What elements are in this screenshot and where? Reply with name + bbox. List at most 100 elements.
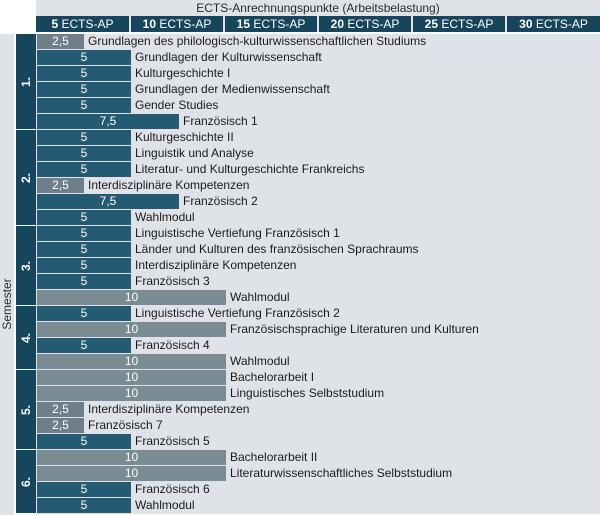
ects-bar: 5 (37, 306, 131, 321)
course-name: Grundlagen der Kulturwissenschaft (135, 50, 322, 64)
module-row: 5 Französisch 3 (36, 274, 600, 290)
module-row: 10 Linguistisches Selbststudium (36, 386, 600, 402)
module-row: 10 Wahlmodul (36, 354, 600, 370)
ects-bar: 5 (37, 98, 131, 113)
module-row: 10 Literaturwissenschaftliches Selbststud… (36, 466, 600, 482)
course-name: Französisch 6 (135, 482, 210, 496)
semester-number: 1. (19, 76, 33, 87)
ects-header-25: 25 ECTS-AP (413, 16, 505, 32)
ects-bar: 10 (37, 322, 226, 337)
ects-bar: 5 (37, 482, 131, 497)
course-name: Interdisziplinäre Kompetenzen (88, 178, 250, 192)
course-name: Wahlmodul (135, 498, 195, 512)
module-row: 5 Französisch 5 (36, 434, 600, 450)
module-row: 10 Bachelorarbeit II (36, 450, 600, 466)
module-row: 5 Französisch 4 (36, 338, 600, 354)
module-row: 5 Grundlagen der Medienwissenschaft (36, 82, 600, 98)
module-row: 5 Grundlagen der Kulturwissenschaft (36, 50, 600, 66)
module-row: 5 Länder und Kulturen des französischen S… (36, 242, 600, 258)
ects-bar: 5 (37, 338, 131, 353)
ects-bar: 2,5 (37, 34, 84, 49)
header-title: ECTS-Anrechnungspunkte (Arbeitsbelastung… (196, 1, 440, 15)
module-row: 2,5 Interdisziplinäre Kompetenzen (36, 402, 600, 418)
ects-bar: 5 (37, 274, 131, 289)
course-name: Kulturgeschichte II (135, 130, 234, 144)
course-name: Wahlmodul (135, 210, 195, 224)
module-row: 5 Wahlmodul (36, 210, 600, 226)
ects-header-10: 10 ECTS-AP (131, 16, 223, 32)
course-name: Kulturgeschichte I (135, 66, 231, 80)
module-row: 10 Französischsprachige Literaturen und K… (36, 322, 600, 338)
ects-bar: 2,5 (37, 402, 84, 417)
module-row: 5 Literatur- und Kulturgeschichte Frankre… (36, 162, 600, 178)
module-row: 5 Linguistische Vertiefung Französisch 2 (36, 306, 600, 322)
module-row: 5 Wahlmodul (36, 498, 600, 514)
ects-bar: 10 (37, 370, 226, 385)
module-row: 5 Französisch 6 (36, 482, 600, 498)
ects-header-30: 30 ECTS-AP (507, 16, 600, 32)
module-row: 5 Interdisziplinäre Kompetenzen (36, 258, 600, 274)
course-name: Literaturwissenschaftliches Selbststudiu… (230, 466, 453, 480)
module-row: 5 Kulturgeschichte I (36, 66, 600, 82)
semester-number: 2. (19, 172, 33, 183)
semester-block-3: 3. (16, 226, 36, 305)
ects-bar: 5 (37, 146, 131, 161)
course-name: Wahlmodul (230, 354, 290, 368)
ects-bar: 10 (37, 354, 226, 369)
ects-bar: 5 (37, 210, 131, 225)
course-name: Französisch 1 (183, 114, 258, 128)
course-name: Französisch 4 (135, 338, 210, 352)
module-row: 10 Wahlmodul (36, 290, 600, 306)
module-row: 5 Kulturgeschichte II (36, 130, 600, 146)
ects-header-5: 5 ECTS-AP (36, 16, 129, 32)
module-row: 5 Linguistische Vertiefung Französisch 1 (36, 226, 600, 242)
ects-header-15: 15 ECTS-AP (225, 16, 317, 32)
module-row: 5 Linguistik und Analyse (36, 146, 600, 162)
module-row: 10 Bachelorarbeit I (36, 370, 600, 386)
course-name: Bachelorarbeit II (230, 450, 318, 464)
ects-bar: 5 (37, 50, 131, 65)
course-name: Länder und Kulturen des französischen Sp… (135, 242, 419, 256)
semester-number: 5. (19, 404, 33, 415)
course-name: Französisch 5 (135, 434, 210, 448)
ects-header-20: 20 ECTS-AP (319, 16, 411, 32)
ects-bar: 10 (37, 466, 226, 481)
module-row: 2,5 Interdisziplinäre Kompetenzen (36, 178, 600, 194)
course-name: Linguistik und Analyse (135, 146, 254, 160)
ects-bar: 5 (37, 434, 131, 449)
ects-bar: 10 (37, 290, 226, 305)
ects-bar: 2,5 (37, 418, 84, 433)
ects-bar: 2,5 (37, 178, 84, 193)
ects-bar: 5 (37, 162, 131, 177)
ects-bar: 5 (37, 82, 131, 97)
course-name: Bachelorarbeit I (230, 370, 315, 384)
semester-block-5: 5. (16, 370, 36, 449)
ects-bar: 10 (37, 386, 226, 401)
semester-number: 3. (19, 260, 33, 271)
course-name: Gender Studies (135, 98, 219, 112)
ects-bar: 5 (37, 242, 131, 257)
course-name: Französisch 7 (88, 418, 163, 432)
course-name: Linguistische Vertiefung Französisch 2 (135, 306, 340, 320)
course-name: Literatur- und Kulturgeschichte Frankrei… (135, 162, 365, 176)
module-row: 7,5 Französisch 1 (36, 114, 600, 130)
course-name: Französisch 2 (183, 194, 258, 208)
ects-bar: 5 (37, 258, 131, 273)
semester-axis: Semester (0, 34, 14, 515)
ects-bar: 5 (37, 66, 131, 81)
ects-bar: 7,5 (37, 114, 179, 129)
ects-bar: 5 (37, 498, 131, 513)
semester-number: 6. (19, 476, 33, 487)
course-name: Französisch 3 (135, 274, 210, 288)
module-row: 2,5 Grundlagen des philologisch-kulturwis… (36, 34, 600, 50)
course-name: Linguistisches Selbststudium (230, 386, 385, 400)
semester-axis-label: Semester (0, 278, 14, 330)
course-name: Interdisziplinäre Kompetenzen (135, 258, 297, 272)
semester-number: 4. (19, 332, 33, 343)
course-name: Grundlagen der Medienwissenschaft (135, 82, 330, 96)
semester-block-1: 1. (16, 34, 36, 129)
course-name: Interdisziplinäre Kompetenzen (88, 402, 250, 416)
ects-bar: 10 (37, 450, 226, 465)
course-name: Wahlmodul (230, 290, 290, 304)
semester-block-4: 4. (16, 306, 36, 369)
